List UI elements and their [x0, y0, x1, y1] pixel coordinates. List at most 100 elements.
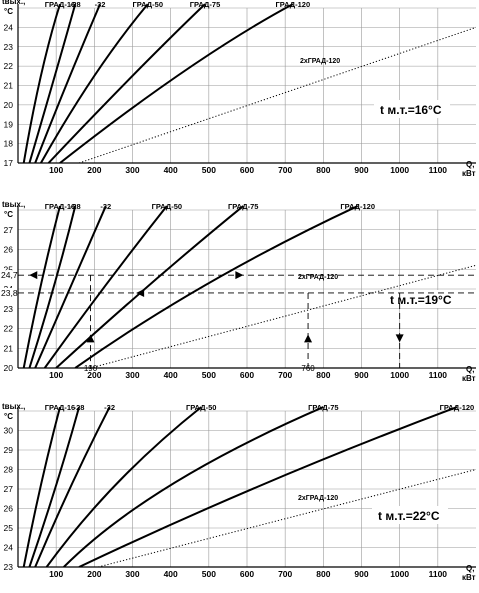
annotation: t м.т.=19°С — [390, 293, 452, 307]
series-line-ГРАД-50 — [45, 406, 202, 567]
series-label: 2хГРАД-120 — [298, 495, 338, 502]
extra-tick-label: 24,7 — [1, 270, 18, 280]
grid — [18, 209, 476, 369]
x-tick-label: 300 — [125, 165, 139, 175]
y-tick-label: 24 — [4, 22, 14, 32]
x-mark-label: 190 — [84, 364, 98, 373]
series-line-2хГРАД-120 — [78, 26, 476, 163]
arrow-up — [304, 334, 313, 343]
y-tick-label: 22 — [4, 324, 14, 334]
series-label: ГРАД-50 — [152, 202, 182, 211]
series-label: ГРАД-75 — [190, 0, 220, 9]
x-tick-label: 100 — [49, 569, 63, 579]
y-axis-unit: °С — [4, 210, 13, 219]
series-line-ГРАД-50 — [40, 3, 149, 163]
grid — [18, 410, 476, 568]
x-tick-label: 1000 — [390, 165, 409, 175]
x-tick-label: 600 — [240, 165, 254, 175]
arrow-down — [395, 334, 404, 343]
y-tick-label: 27 — [4, 225, 14, 235]
y-tick-label: 30 — [4, 426, 14, 436]
y-tick-label: 24 — [4, 543, 14, 553]
y-tick-label: 17 — [4, 158, 14, 168]
x-tick-label: 900 — [354, 370, 368, 380]
y-tick-label: 26 — [4, 504, 14, 514]
series-line--28 — [28, 3, 77, 163]
chart-panel-1: 17 18 19 20 21 22 23 24 100 200 300 400 500 600 700 800… — [2, 0, 476, 178]
y-tick-label: 29 — [4, 445, 14, 455]
x-tick-label: 900 — [354, 165, 368, 175]
x-tick-label: 400 — [164, 569, 178, 579]
annotation: t м.т.=16°С — [380, 103, 442, 117]
x-axis-unit: кВт — [462, 374, 476, 383]
y-axis-label: tвых., — [2, 200, 25, 209]
series-line-ГРАД-16 — [22, 406, 61, 567]
series-line-2хГРАД-120 — [90, 264, 476, 368]
series-label: ГРАД-75 — [308, 403, 338, 412]
series-label: ГРАД-50 — [186, 403, 216, 412]
x-tick-label: 400 — [164, 370, 178, 380]
y-tick-label: 28 — [4, 465, 14, 475]
annotation-bg — [384, 290, 460, 308]
y-tick-label: 23 — [4, 42, 14, 52]
x-axis-label: Q, — [466, 564, 474, 573]
y-tick-label: 27 — [4, 484, 14, 494]
y-tick-label: 23 — [4, 304, 14, 314]
x-tick-label: 100 — [49, 370, 63, 380]
x-axis-label: Q, — [466, 160, 474, 169]
arrow-right — [235, 271, 244, 280]
x-tick-label: 100 — [49, 165, 63, 175]
series-line--32 — [34, 3, 101, 163]
series-line-ГРАД-16 — [22, 205, 61, 368]
chart-panel-2: 2021222324252627100200300400500600700800… — [0, 200, 476, 383]
series-label: 2хГРАД-120 — [300, 58, 340, 65]
x-tick-label: 1000 — [390, 569, 409, 579]
series-line-2хГРАД-120 — [98, 469, 476, 567]
x-tick-label: 500 — [202, 165, 216, 175]
x-axis-label: Q, — [466, 365, 474, 374]
y-tick-label: 23 — [4, 562, 14, 572]
y-tick-label: 26 — [4, 245, 14, 255]
series-line--32 — [34, 205, 107, 368]
series-line-ГРАД-75 — [47, 3, 206, 163]
annotation-bg — [374, 100, 450, 118]
x-tick-label: 700 — [278, 569, 292, 579]
x-tick-label: 700 — [278, 165, 292, 175]
x-tick-label: 1000 — [390, 370, 409, 380]
series-label: ГРАД-16 — [45, 403, 75, 412]
y-tick-label: 19 — [4, 119, 14, 129]
series-label: ГРАД-16 — [45, 0, 75, 9]
x-tick-label: 300 — [125, 370, 139, 380]
series-line--28 — [28, 406, 81, 567]
annotation: t м.т.=22°С — [378, 509, 440, 523]
series-line--32 — [34, 406, 111, 567]
series-label: ГРАД-120 — [440, 403, 475, 412]
series-line-ГРАД-50 — [43, 205, 168, 368]
x-mark-label: 760 — [301, 364, 315, 373]
series-label: -32 — [104, 403, 115, 412]
y-tick-label: 20 — [4, 100, 14, 110]
x-tick-label: 800 — [316, 370, 330, 380]
y-axis-label: tвых., — [2, 0, 25, 6]
arrow-up — [86, 334, 95, 343]
chart-panel-3: 23 24 25 26 27 28 29 30 100 200 300 400 500 600 700 800… — [2, 402, 476, 582]
series-line--28 — [28, 205, 77, 368]
arrow-left — [29, 271, 38, 280]
x-tick-label: 600 — [240, 370, 254, 380]
series-line-ГРАД-75 — [55, 205, 244, 368]
series-label: ГРАД-16 — [45, 202, 75, 211]
x-tick-label: 200 — [87, 165, 101, 175]
series-line-ГРАД-16 — [22, 3, 61, 163]
y-axis-unit: °С — [4, 412, 13, 421]
arrow-left — [136, 288, 145, 297]
series-label: ГРАД-75 — [228, 202, 258, 211]
extra-tick-bg — [0, 270, 17, 282]
x-tick-label: 300 — [125, 569, 139, 579]
series-line-ГРАД-120 — [59, 3, 294, 163]
x-axis-unit: кВт — [462, 573, 476, 582]
x-tick-label: 200 — [87, 370, 101, 380]
series-line-ГРАД-75 — [63, 406, 324, 567]
y-axis-unit: °С — [4, 7, 13, 16]
x-tick-label: 900 — [354, 569, 368, 579]
